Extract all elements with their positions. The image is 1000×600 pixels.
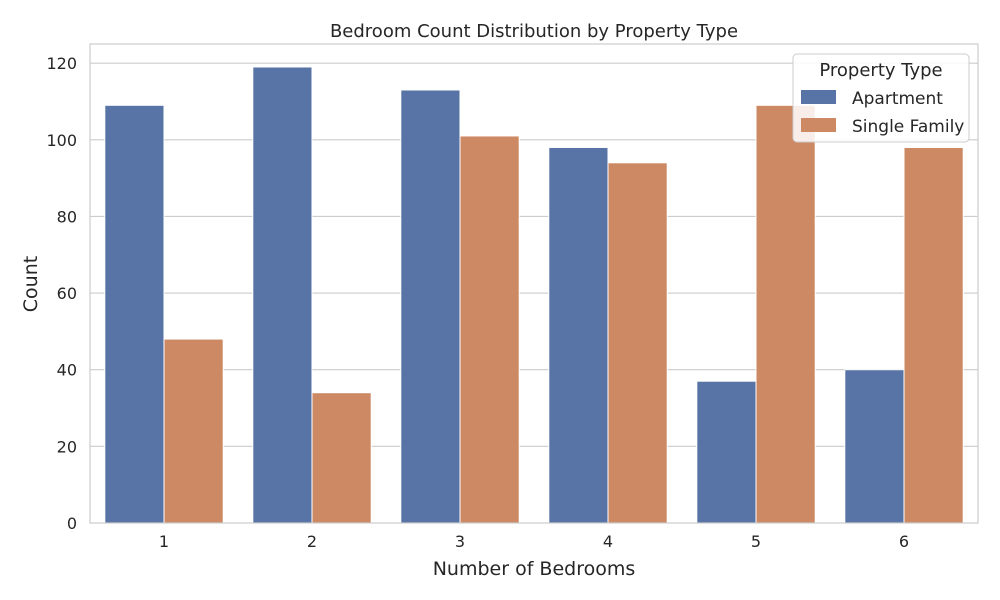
bar-apartment-1 bbox=[104, 104, 165, 524]
y-tick-label: 100 bbox=[46, 131, 77, 150]
plot-frame bbox=[89, 43, 979, 524]
y-tick-label: 60 bbox=[57, 284, 77, 303]
bar-single-family-6 bbox=[903, 146, 964, 524]
bar-apartment-4 bbox=[548, 146, 609, 524]
y-tick-label: 120 bbox=[46, 54, 77, 73]
bar-single-family-4 bbox=[607, 162, 668, 524]
y-tick-label: 20 bbox=[57, 437, 77, 456]
bar-apartment-5 bbox=[696, 380, 757, 524]
legend: Property Type Apartment Single Family bbox=[792, 53, 970, 143]
chart-title: Bedroom Count Distribution by Property T… bbox=[330, 21, 738, 42]
x-tick-label: 2 bbox=[307, 532, 317, 551]
bar-single-family-2 bbox=[311, 392, 372, 524]
bar-single-family-1 bbox=[163, 338, 224, 524]
legend-box bbox=[792, 53, 970, 143]
y-tick-label: 80 bbox=[57, 207, 77, 226]
x-tick-label: 1 bbox=[159, 532, 169, 551]
legend-label-apartment: Apartment bbox=[852, 89, 943, 109]
y-axis-label: Count bbox=[20, 256, 42, 312]
x-tick-label: 3 bbox=[455, 532, 465, 551]
bar-apartment-3 bbox=[400, 89, 461, 524]
bar-apartment-6 bbox=[844, 369, 905, 524]
bar-single-family-3 bbox=[459, 135, 520, 524]
legend-label-single-family: Single Family bbox=[852, 117, 964, 137]
legend-swatch-single-family bbox=[801, 118, 836, 132]
y-tick-label: 40 bbox=[57, 361, 77, 380]
x-tick-label: 4 bbox=[603, 532, 613, 551]
legend-swatch-apartment bbox=[801, 90, 836, 104]
y-tick-labels: 0 20 40 60 80 100 120 bbox=[46, 54, 77, 533]
y-tick-label: 0 bbox=[67, 514, 77, 533]
bar-single-family-5 bbox=[755, 104, 816, 524]
x-axis-label: Number of Bedrooms bbox=[433, 558, 636, 580]
x-tick-labels: 1 2 3 4 5 6 bbox=[159, 532, 909, 551]
x-tick-label: 5 bbox=[751, 532, 761, 551]
legend-title: Property Type bbox=[819, 60, 942, 81]
x-tick-label: 6 bbox=[899, 532, 909, 551]
bar-apartment-2 bbox=[252, 66, 313, 524]
